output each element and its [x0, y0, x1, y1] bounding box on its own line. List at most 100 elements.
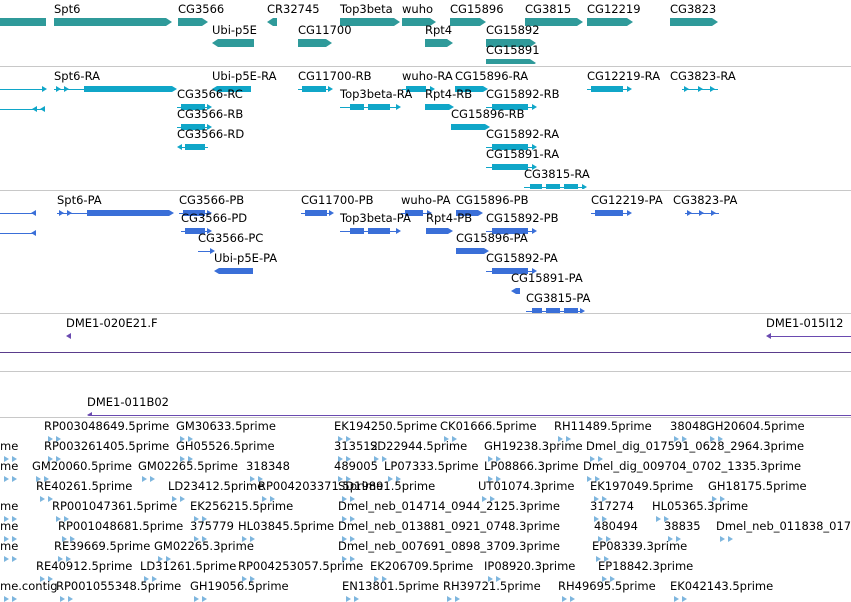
- est-feature[interactable]: LD23412.5prime: [168, 480, 264, 503]
- est-feature[interactable]: RP001055348.5prime: [56, 580, 181, 602]
- protein-rpt4-pb[interactable]: Rpt4-PB: [426, 212, 486, 235]
- transcript-cg15896-ra[interactable]: CG15896-RA: [455, 70, 539, 93]
- clone-dme1-020e21-f[interactable]: DME1-020E21.F: [66, 317, 176, 340]
- protein-ubi-p5e-pa[interactable]: Ubi-p5E-PA: [214, 252, 294, 275]
- est-feature[interactable]: RP001048681.5prime: [58, 520, 183, 543]
- est-feature[interactable]: RH11489.5prime: [554, 420, 652, 443]
- est-feature[interactable]: HL03845.5prime: [238, 520, 334, 543]
- est-feature[interactable]: me: [0, 440, 18, 463]
- est-feature[interactable]: 38048: [670, 420, 707, 443]
- gene-cg15891[interactable]: CG15891: [486, 44, 546, 64]
- est-feature[interactable]: EP18842.3prime: [598, 560, 693, 583]
- gene-ubi-p5e[interactable]: Ubi-p5E: [212, 24, 272, 47]
- est-feature[interactable]: RE40912.5prime: [36, 560, 132, 583]
- est-feature[interactable]: EP08339.3prime: [592, 540, 687, 563]
- transcript-cg15892-ra[interactable]: CG15892-RA: [486, 128, 568, 151]
- transcript-wuho-ra[interactable]: wuho-RA: [402, 70, 458, 93]
- transcript-cg3815-ra[interactable]: CG3815-RA: [524, 168, 606, 189]
- est-feature[interactable]: GM20060.5prime: [32, 460, 132, 483]
- protein-cg11700-pb[interactable]: CG11700-PB: [301, 194, 381, 217]
- est-feature[interactable]: me.contig: [0, 580, 58, 602]
- protein-cg15892-pb[interactable]: CG15892-PB: [486, 212, 568, 235]
- protein-cg15892-pa[interactable]: CG15892-PA: [486, 252, 568, 275]
- gene-rpt4[interactable]: Rpt4: [425, 24, 465, 47]
- est-feature[interactable]: 313512: [334, 440, 378, 463]
- transcript-top3beta-ra[interactable]: Top3beta-RA: [340, 88, 422, 111]
- est-feature[interactable]: LD31261.5prime: [140, 560, 236, 583]
- est-feature[interactable]: me: [0, 520, 18, 543]
- est-feature[interactable]: Dmel_dig_009704_0702_1335.3prime: [583, 460, 801, 483]
- transcript-cg15896-rb[interactable]: CG15896-RB: [451, 108, 533, 131]
- protein-feature[interactable]: [0, 214, 50, 237]
- transcript-cg15892-rb[interactable]: CG15892-RB: [486, 88, 568, 111]
- est-feature[interactable]: me: [0, 460, 18, 483]
- transcript-ubi-p5e-ra[interactable]: Ubi-p5E-RA: [212, 70, 288, 93]
- est-feature[interactable]: GM30633.5prime: [176, 420, 276, 443]
- est-feature[interactable]: EN13801.5prime: [342, 580, 439, 602]
- transcript-rpt4-rb[interactable]: Rpt4-RB: [425, 88, 485, 111]
- est-feature[interactable]: RP003048649.5prime: [44, 420, 169, 443]
- protein-wuho-pa[interactable]: wuho-PA: [401, 194, 457, 217]
- protein-cg3566-pb[interactable]: CG3566-PB: [179, 194, 259, 217]
- clone-dme1-015i12[interactable]: DME1-015I12: [766, 317, 851, 340]
- est-feature[interactable]: 38835: [664, 520, 701, 543]
- gene-cg12219[interactable]: CG12219: [587, 3, 647, 26]
- est-feature[interactable]: GM02265.5prime: [138, 460, 238, 483]
- est-feature[interactable]: EK206709.5prime: [370, 560, 473, 583]
- gene-feature[interactable]: [0, 16, 46, 26]
- transcript-spt6-ra[interactable]: Spt6-RA: [54, 70, 180, 93]
- est-feature[interactable]: 317274: [590, 500, 634, 523]
- est-feature[interactable]: Dmel_neb_013881_0921_0748.3prime: [338, 520, 560, 543]
- protein-cg3566-pd[interactable]: CG3566-PD: [181, 212, 261, 235]
- est-feature[interactable]: EK194250.5prime: [334, 420, 437, 443]
- est-feature[interactable]: UT01074.3prime: [478, 480, 575, 503]
- est-feature[interactable]: HL05365.3prime: [652, 500, 748, 523]
- est-feature[interactable]: SD19891.5prime: [338, 480, 435, 503]
- protein-feature[interactable]: [0, 194, 50, 217]
- est-feature[interactable]: RP001047361.5prime: [52, 500, 177, 523]
- est-feature[interactable]: RH39721.5prime: [443, 580, 541, 602]
- est-feature[interactable]: Dmel_neb_014714_0944_2125.3prime: [338, 500, 560, 523]
- est-feature[interactable]: EK197049.5prime: [590, 480, 693, 503]
- est-feature[interactable]: 318348: [246, 460, 290, 483]
- est-feature[interactable]: 489005: [334, 460, 378, 483]
- transcript-feature[interactable]: [0, 90, 50, 113]
- est-feature[interactable]: 480494: [594, 520, 638, 543]
- est-feature[interactable]: Dmel_neb_007691_0898_3709.3prime: [338, 540, 560, 563]
- est-feature[interactable]: me: [0, 540, 18, 563]
- transcript-feature[interactable]: [0, 70, 50, 93]
- est-feature[interactable]: GH18175.5prime: [708, 480, 807, 503]
- transcript-cg15891-ra[interactable]: CG15891-RA: [486, 148, 568, 171]
- est-feature[interactable]: RP004203371.5prime: [258, 480, 383, 503]
- protein-cg15896-pb[interactable]: CG15896-PB: [456, 194, 540, 217]
- transcript-cg3823-ra[interactable]: CG3823-RA: [670, 70, 750, 93]
- est-feature[interactable]: RP004253057.5prime: [238, 560, 363, 583]
- protein-spt6-pa[interactable]: Spt6-PA: [57, 194, 183, 217]
- est-feature[interactable]: SD22944.5prime: [370, 440, 467, 463]
- est-feature[interactable]: EK042143.5prime: [670, 580, 773, 602]
- transcript-cg3566-rc[interactable]: CG3566-RC: [177, 88, 253, 111]
- est-feature[interactable]: GH19238.3prime: [484, 440, 583, 463]
- gene-cr32745[interactable]: CR32745: [267, 3, 327, 26]
- est-feature[interactable]: GM02265.3prime: [154, 540, 254, 563]
- protein-cg3823-pa[interactable]: CG3823-PA: [673, 194, 753, 217]
- gene-cg15892[interactable]: CG15892: [486, 24, 546, 47]
- protein-cg3815-pa[interactable]: CG3815-PA: [526, 292, 608, 313]
- protein-cg12219-pa[interactable]: CG12219-PA: [591, 194, 673, 217]
- protein-cg15896-pa[interactable]: CG15896-PA: [456, 232, 538, 255]
- gene-cg3815[interactable]: CG3815: [525, 3, 585, 26]
- est-feature[interactable]: RE39669.5prime: [54, 540, 150, 563]
- est-feature[interactable]: Dmel_neb_011838_017: [716, 520, 851, 543]
- gene-cg3566[interactable]: CG3566: [178, 3, 224, 26]
- est-feature[interactable]: CK01666.5prime: [440, 420, 537, 443]
- est-feature[interactable]: LP07333.5prime: [384, 460, 478, 483]
- gene-cg11700[interactable]: CG11700: [298, 24, 358, 47]
- est-feature[interactable]: EK256215.5prime: [190, 500, 293, 523]
- est-feature[interactable]: RE40261.5prime: [36, 480, 132, 503]
- protein-cg15891-pa[interactable]: CG15891-PA: [511, 272, 593, 295]
- protein-top3beta-pa[interactable]: Top3beta-PA: [340, 212, 422, 235]
- est-feature[interactable]: 375779: [190, 520, 234, 543]
- gene-top3beta[interactable]: Top3beta: [340, 3, 402, 26]
- est-feature[interactable]: LP08866.3prime: [484, 460, 578, 483]
- gene-wuho[interactable]: wuho: [402, 3, 436, 26]
